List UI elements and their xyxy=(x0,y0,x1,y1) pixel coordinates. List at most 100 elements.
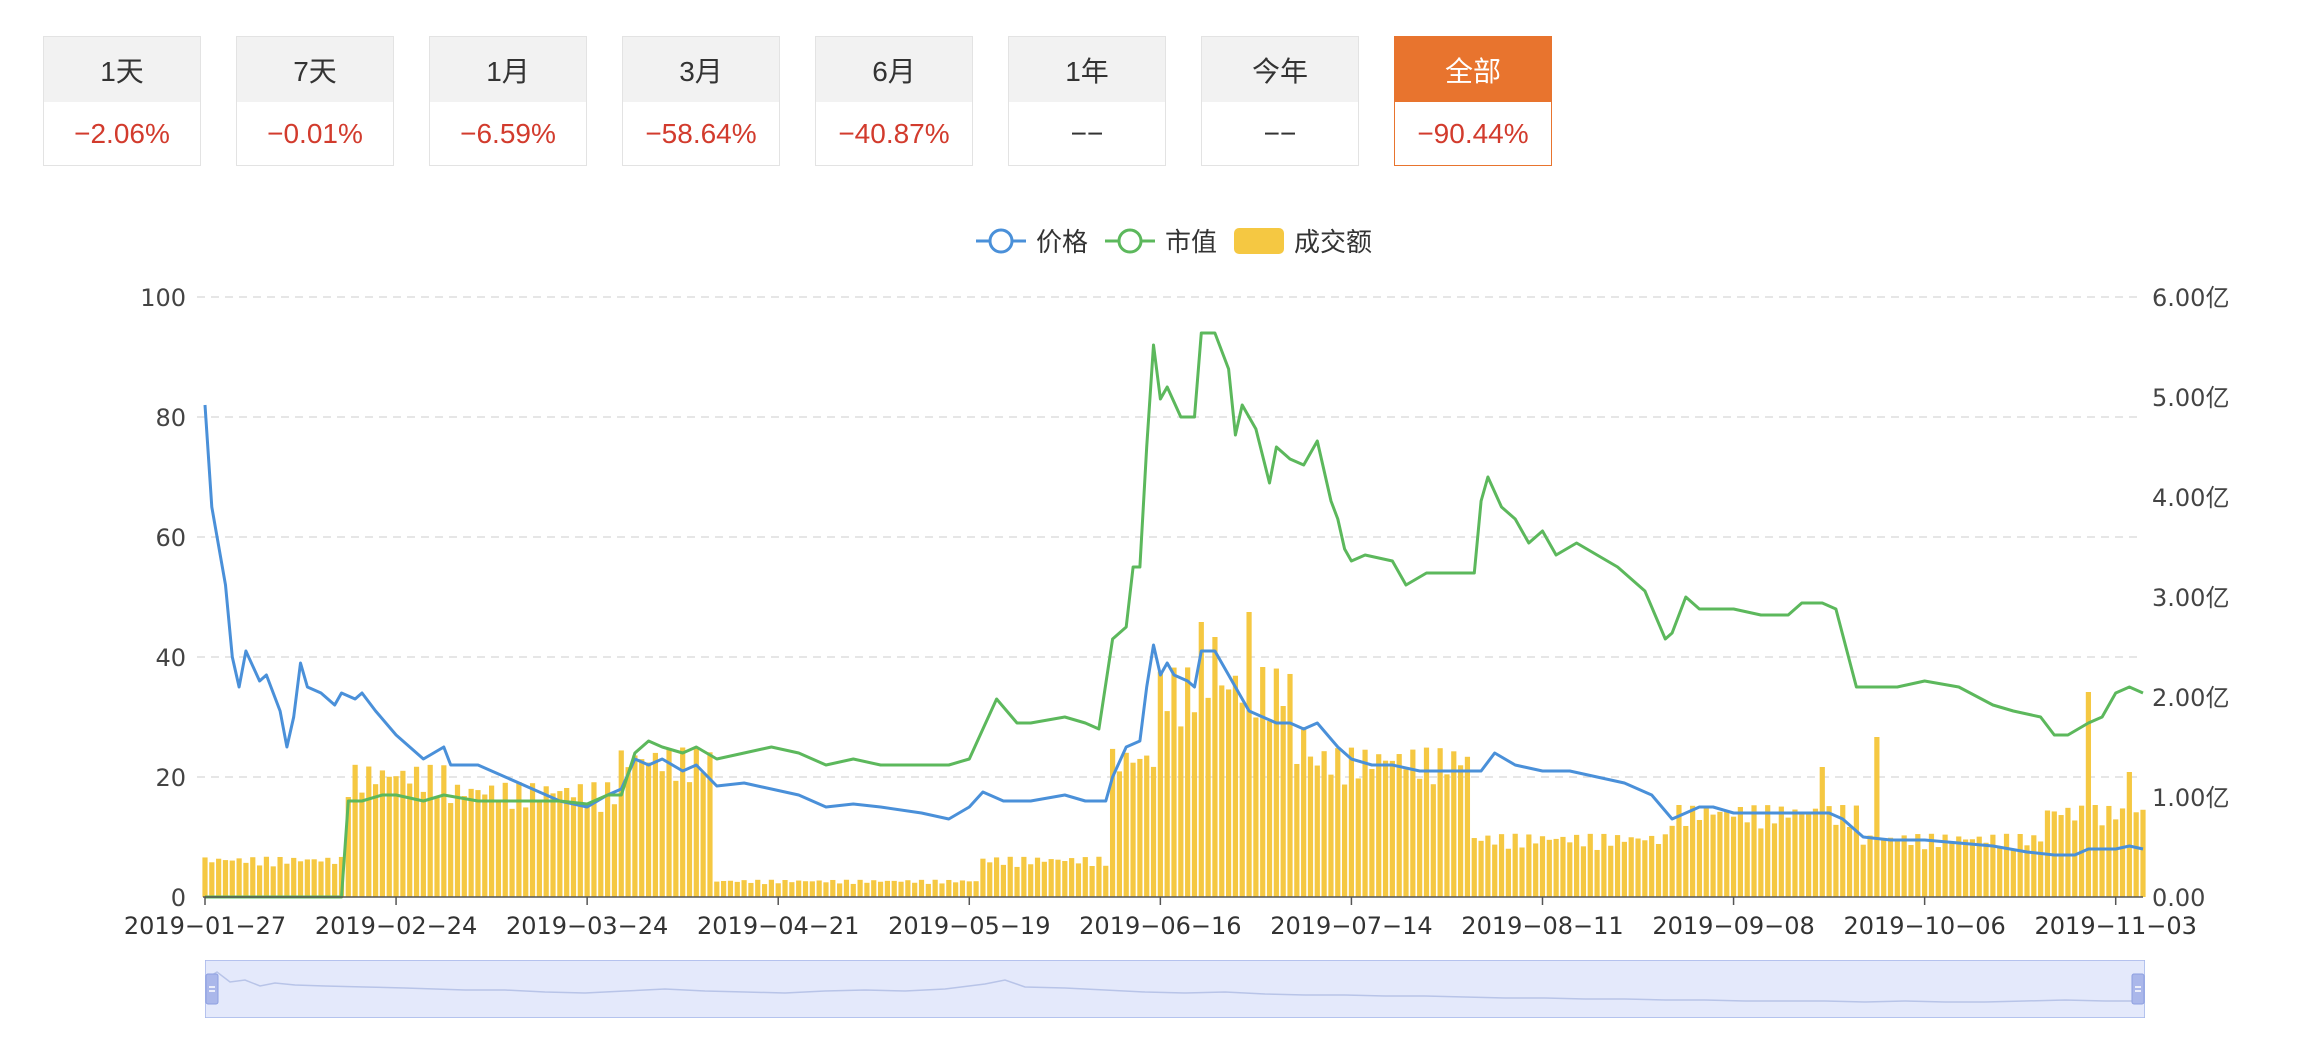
volume-bar xyxy=(1833,824,1839,897)
zoom-preview-line xyxy=(206,971,2140,1003)
volume-bar xyxy=(2024,845,2030,897)
volume-bar xyxy=(1560,836,1566,897)
tab-ytd[interactable]: 今年 −− xyxy=(1201,36,1359,166)
volume-bar xyxy=(1382,760,1389,897)
y-tick-label-left: 20 xyxy=(155,764,186,792)
volume-bar xyxy=(489,785,495,897)
legend-item-market-cap[interactable]: 市值 xyxy=(1105,228,1217,258)
volume-bar xyxy=(1314,765,1320,897)
volume-bar xyxy=(1417,778,1423,897)
volume-bar xyxy=(782,880,788,897)
volume-bar xyxy=(1485,835,1491,897)
volume-bar xyxy=(1437,748,1443,897)
y-tick-label-right: 5.00亿 xyxy=(2152,384,2229,412)
volume-bar xyxy=(1717,811,1723,897)
volume-bar xyxy=(1253,717,1259,897)
volume-bar xyxy=(1280,706,1286,897)
volume-bar xyxy=(1492,844,1498,897)
volume-bar xyxy=(1464,756,1471,897)
y-tick-label-left: 100 xyxy=(140,284,186,312)
volume-bar xyxy=(734,881,740,897)
tab-7d[interactable]: 7天 −0.01% xyxy=(236,36,394,166)
volume-bar xyxy=(1041,861,1047,897)
volume-bar xyxy=(243,862,249,897)
volume-bar xyxy=(1533,843,1539,897)
volume-bar xyxy=(884,880,890,897)
volume-bar xyxy=(216,858,222,897)
chart-axes: 0 20 40 60 80 100 0.00 1.00亿 2.00亿 3.00亿 4.00亿 5.00… xyxy=(124,284,2230,940)
volume-bar xyxy=(789,882,795,897)
volume-bar xyxy=(577,784,583,897)
volume-bar xyxy=(823,882,829,897)
volume-bar xyxy=(297,861,304,897)
volume-bar xyxy=(1021,856,1027,897)
tab-label: 6月 xyxy=(816,37,972,102)
volume-bar xyxy=(1007,856,1013,897)
volume-bar xyxy=(1730,816,1737,897)
legend-item-volume[interactable]: 成交额 xyxy=(1234,228,1372,258)
volume-bar xyxy=(659,771,665,897)
volume-bar xyxy=(850,883,856,897)
volume-bar xyxy=(802,881,809,897)
tab-1y[interactable]: 1年 −− xyxy=(1008,36,1166,166)
volume-bar xyxy=(830,879,836,897)
volume-bar xyxy=(816,880,822,897)
tab-1d[interactable]: 1天 −2.06% xyxy=(43,36,201,166)
volume-bar xyxy=(939,883,945,897)
volume-bar xyxy=(1089,866,1095,897)
volume-bar xyxy=(1260,667,1266,897)
volume-bar xyxy=(946,879,952,897)
volume-bar xyxy=(2092,805,2098,897)
price-chart: 价格 市值 成交额 0 20 40 60 80 100 0.00 1.00亿 2.00亿 3.00… xyxy=(124,228,2230,940)
volume-bar xyxy=(2085,692,2092,897)
volume-bar xyxy=(625,767,631,897)
volume-bar xyxy=(727,880,734,897)
volume-bar xyxy=(1246,612,1252,897)
volume-bar xyxy=(1341,784,1348,897)
volume-bar xyxy=(1635,838,1641,897)
volume-bar xyxy=(1219,685,1225,897)
volume-bar xyxy=(796,880,802,897)
chart-legend: 价格 市值 成交额 xyxy=(976,228,1372,258)
volume-bar xyxy=(2003,833,2010,897)
volume-bar xyxy=(837,883,843,897)
volume-bar xyxy=(570,797,577,897)
legend-label-volume: 成交额 xyxy=(1294,228,1372,258)
volume-bar xyxy=(1614,835,1621,897)
volume-bar xyxy=(755,879,761,897)
tab-change-value: −2.06% xyxy=(74,117,170,149)
volume-bar xyxy=(1069,858,1075,897)
x-tick-label: 2019−06−16 xyxy=(1079,912,1241,940)
x-tick-label: 2019−04−21 xyxy=(697,912,859,940)
volume-bar xyxy=(1799,812,1805,897)
volume-bar xyxy=(1519,847,1525,897)
tab-3m[interactable]: 3月 −58.64% xyxy=(622,36,780,166)
volume-bar xyxy=(809,881,815,897)
volume-bar xyxy=(1928,833,1935,897)
volume-bar xyxy=(1266,721,1273,897)
volume-bar xyxy=(2031,835,2037,897)
volume-bar xyxy=(775,883,781,897)
volume-bar xyxy=(1451,751,1457,897)
volume-bar xyxy=(1423,747,1430,897)
volume-bar xyxy=(1724,810,1730,897)
zoom-handle-right[interactable] xyxy=(2131,973,2145,1005)
volume-bar xyxy=(2099,825,2105,897)
tab-1m[interactable]: 1月 −6.59% xyxy=(429,36,587,166)
volume-bar xyxy=(1976,836,1982,897)
volume-bar xyxy=(748,882,754,897)
volume-bar xyxy=(584,804,590,897)
volume-bar xyxy=(1034,857,1041,897)
tab-all[interactable]: 全部 −90.44% xyxy=(1394,36,1552,166)
zoom-handle-left[interactable] xyxy=(205,973,219,1005)
tab-6m[interactable]: 6月 −40.87% xyxy=(815,36,973,166)
volume-bar xyxy=(1990,834,1996,897)
x-tick-label: 2019−09−08 xyxy=(1652,912,1814,940)
volume-bar xyxy=(632,755,638,897)
volume-bar xyxy=(209,862,215,897)
volume-bar xyxy=(229,860,235,897)
zoom-slider[interactable] xyxy=(205,960,2145,1018)
volume-bar xyxy=(1232,675,1239,897)
legend-item-price[interactable]: 价格 xyxy=(976,228,1088,258)
volume-bar xyxy=(1915,834,1921,897)
